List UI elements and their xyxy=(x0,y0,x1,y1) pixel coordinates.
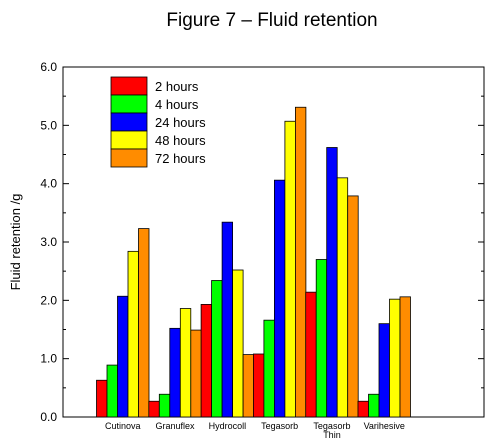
y-axis-label: Fluid retention /g xyxy=(8,194,23,291)
bar xyxy=(138,228,150,418)
bar xyxy=(200,304,213,418)
legend-swatch xyxy=(110,112,148,132)
legend-label: 72 hours xyxy=(155,151,206,166)
legend-swatch xyxy=(110,94,148,114)
bar xyxy=(179,308,192,418)
bar-group xyxy=(96,106,411,418)
legend-label: 2 hours xyxy=(155,79,199,94)
bar xyxy=(399,296,411,418)
bar xyxy=(117,295,129,418)
bar xyxy=(169,327,181,418)
bar xyxy=(389,298,401,418)
bar xyxy=(357,400,369,418)
x-axis-labels: Cutinova Granuflex Hydrocoll Tegasorb Tegaso… xyxy=(105,421,405,440)
bar xyxy=(263,319,275,418)
x-tick-label: Tegasorb xyxy=(261,421,298,431)
x-tick-label: Varihesive xyxy=(364,421,405,431)
legend-swatch xyxy=(110,130,148,150)
chart-title: Figure 7 – Fluid retention xyxy=(166,10,377,31)
legend-label: 24 hours xyxy=(155,115,206,130)
x-tick-label: Hydrocoll xyxy=(209,421,247,431)
legend-swatch xyxy=(110,76,148,96)
bar xyxy=(326,147,338,418)
bar xyxy=(378,323,390,418)
y-tick-label: 5.0 xyxy=(40,118,57,132)
bar xyxy=(96,379,108,418)
x-tick-label: Granuflex xyxy=(156,421,196,431)
bar xyxy=(127,250,139,418)
bar xyxy=(221,221,234,418)
legend-swatch xyxy=(110,148,148,168)
legend-label: 4 hours xyxy=(155,97,199,112)
y-tick-label: 6.0 xyxy=(40,60,57,74)
bar xyxy=(294,106,307,418)
bar xyxy=(106,364,118,418)
bar xyxy=(190,329,202,418)
bar xyxy=(347,195,359,418)
x-tick-label: Cutinova xyxy=(105,421,141,431)
y-axis: 0.0 1.0 2.0 3.0 4.0 5.0 6.0 xyxy=(40,60,484,424)
bar xyxy=(315,259,328,418)
legend-label: 48 hours xyxy=(155,133,206,148)
y-tick-label: 1.0 xyxy=(40,352,57,366)
bar xyxy=(273,179,286,418)
bar xyxy=(242,354,255,418)
bar xyxy=(158,393,171,418)
legend: 2 hours 4 hours 24 hours 48 hours 72 hours xyxy=(110,76,206,168)
bar xyxy=(148,400,160,418)
y-tick-label: 2.0 xyxy=(40,293,57,307)
y-tick-label: 4.0 xyxy=(40,177,57,191)
bar xyxy=(305,291,317,418)
bar xyxy=(252,353,265,418)
x-tick-label: Tegasorb xyxy=(313,421,350,431)
x-tick-label: Thin xyxy=(323,430,341,440)
y-tick-label: 3.0 xyxy=(40,235,57,249)
bar xyxy=(284,120,296,418)
bar xyxy=(336,177,349,418)
bar xyxy=(368,393,380,418)
bar xyxy=(232,269,244,418)
bar xyxy=(211,280,223,418)
y-tick-label: 0.0 xyxy=(40,410,57,424)
